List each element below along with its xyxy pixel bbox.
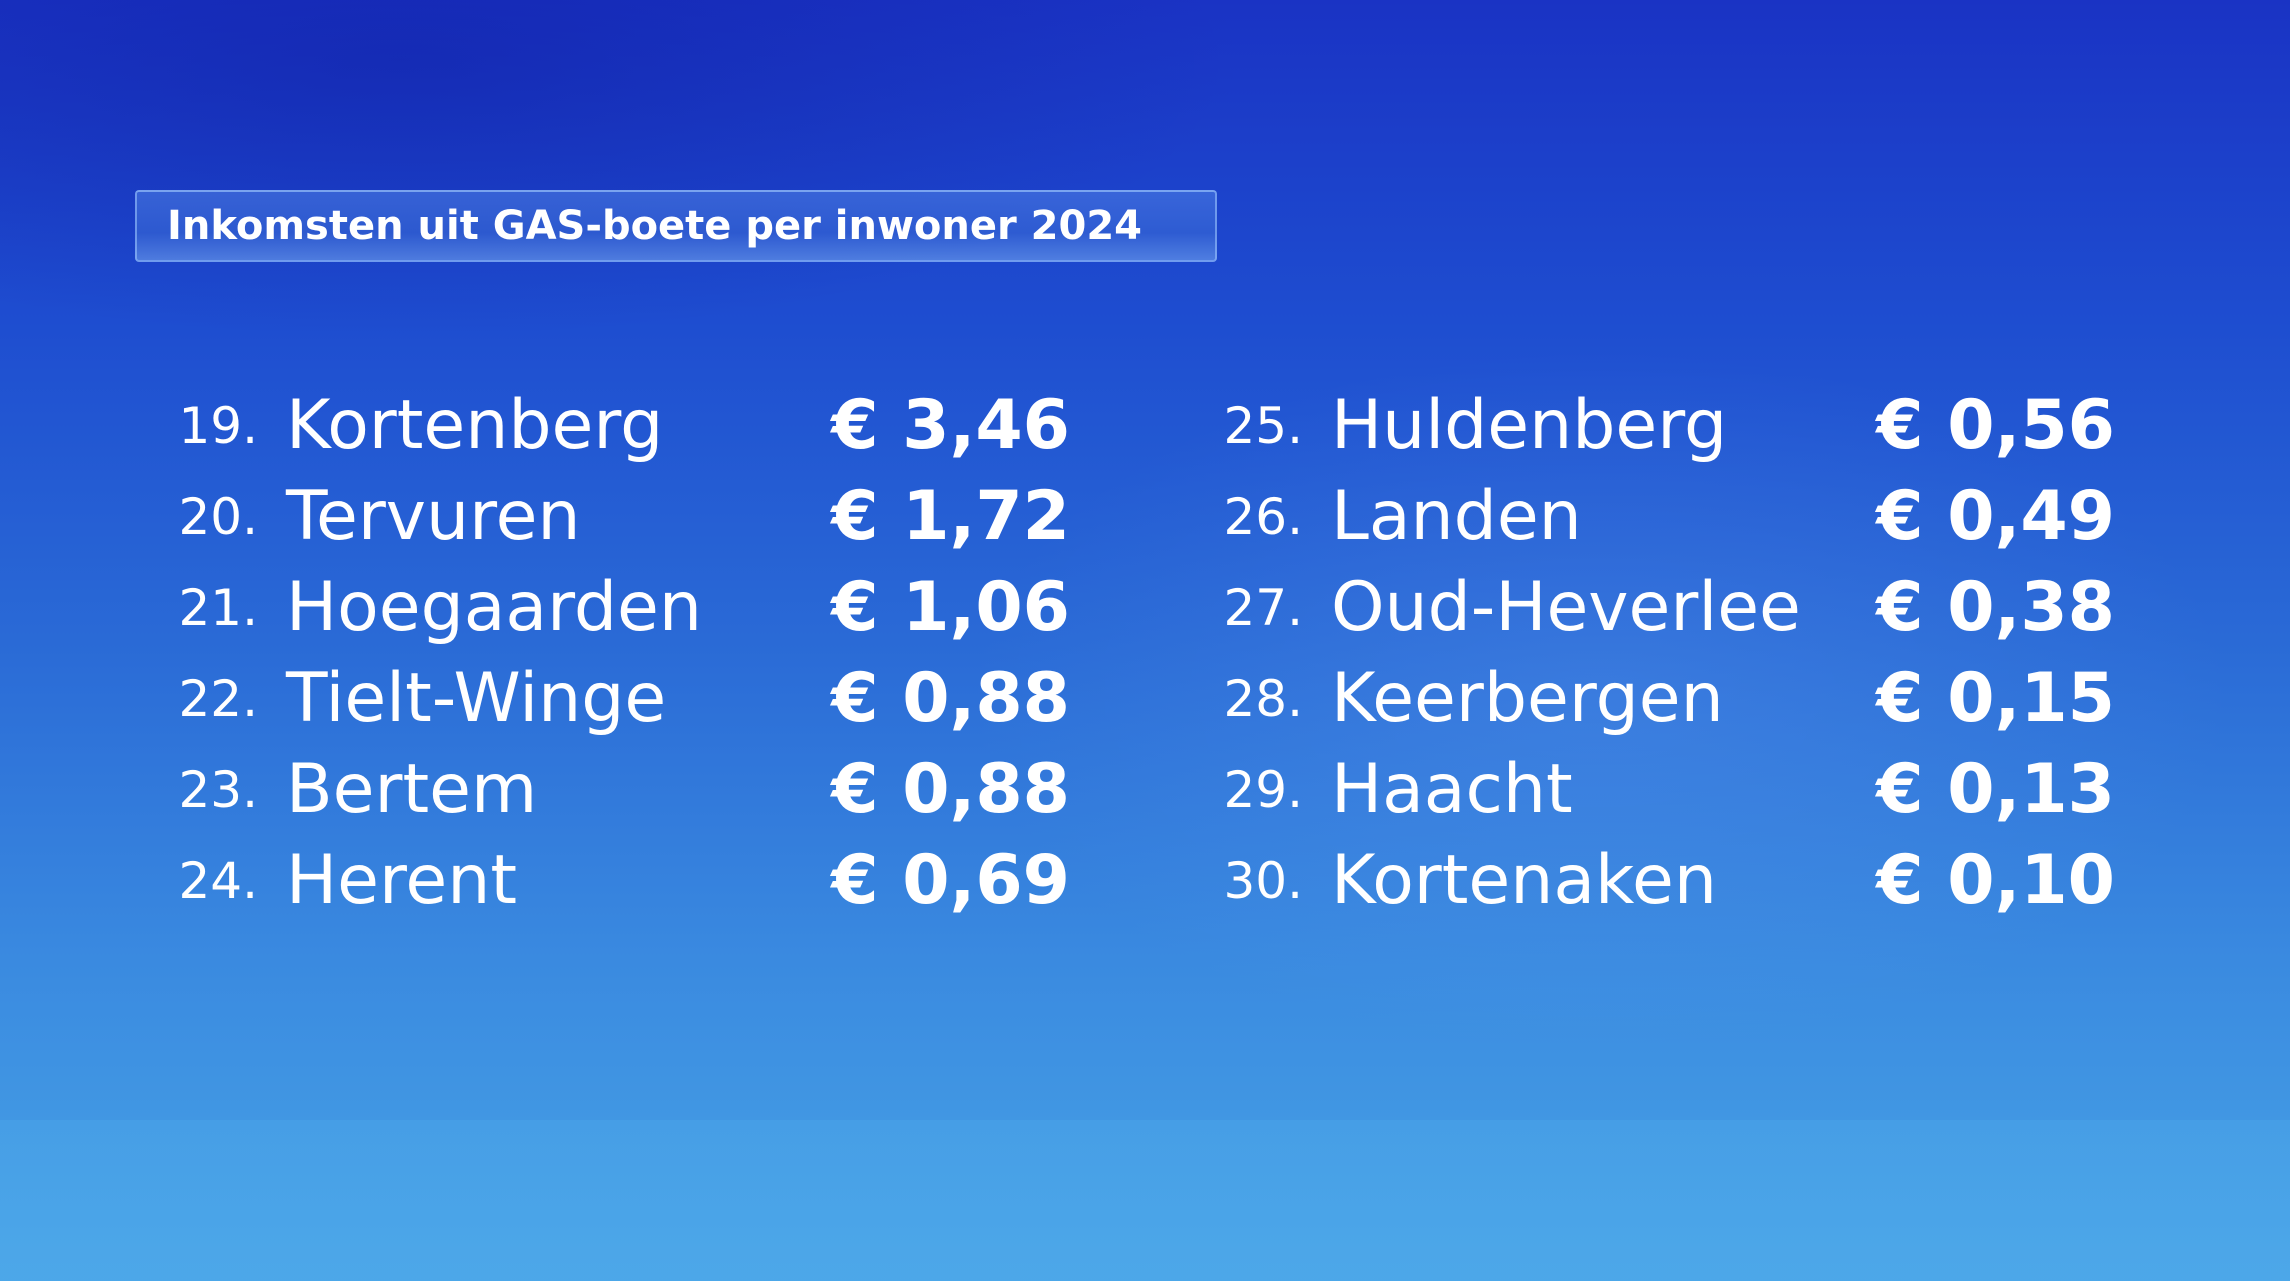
ranking-row: 19. Kortenberg € 3,46 — [150, 380, 1070, 471]
municipality-name: Haacht — [1331, 750, 1573, 829]
ranking-row: 23. Bertem € 0,88 — [150, 744, 1070, 835]
ranking-column-right: 25. Huldenberg € 0,56 26. Landen € 0,49 … — [1195, 380, 2115, 926]
amount-value: € 0,15 — [1876, 659, 2115, 738]
amount-value: € 0,13 — [1876, 750, 2115, 829]
municipality-name: Bertem — [286, 750, 538, 829]
rank-number: 21. — [178, 578, 258, 637]
rank-number: 24. — [178, 851, 258, 910]
municipality-name: Kortenaken — [1331, 841, 1717, 920]
rank-number: 26. — [1223, 487, 1303, 546]
amount-value: € 1,06 — [831, 568, 1070, 647]
ranking-row: 25. Huldenberg € 0,56 — [1195, 380, 2115, 471]
amount-value: € 1,72 — [831, 477, 1070, 556]
ranking-row: 29. Haacht € 0,13 — [1195, 744, 2115, 835]
municipality-name: Herent — [286, 841, 518, 920]
rank-number: 29. — [1223, 760, 1303, 819]
rank-number: 23. — [178, 760, 258, 819]
municipality-name: Tielt-Winge — [286, 659, 667, 738]
rank-number: 22. — [178, 669, 258, 728]
amount-value: € 0,88 — [831, 750, 1070, 829]
rank-number: 25. — [1223, 396, 1303, 455]
amount-value: € 0,10 — [1876, 841, 2115, 920]
municipality-name: Oud-Heverlee — [1331, 568, 1801, 647]
ranking-row: 22. Tielt-Winge € 0,88 — [150, 653, 1070, 744]
ranking-row: 21. Hoegaarden € 1,06 — [150, 562, 1070, 653]
rank-number: 27. — [1223, 578, 1303, 637]
title-text: Inkomsten uit GAS-boete per inwoner 2024 — [167, 203, 1142, 249]
rank-number: 19. — [178, 396, 258, 455]
ranking-row: 28. Keerbergen € 0,15 — [1195, 653, 2115, 744]
municipality-name: Kortenberg — [286, 386, 664, 465]
ranking-row: 30. Kortenaken € 0,10 — [1195, 835, 2115, 926]
rank-number: 30. — [1223, 851, 1303, 910]
municipality-name: Tervuren — [286, 477, 581, 556]
amount-value: € 0,88 — [831, 659, 1070, 738]
municipality-name: Keerbergen — [1331, 659, 1724, 738]
municipality-name: Landen — [1331, 477, 1582, 556]
amount-value: € 0,69 — [831, 841, 1070, 920]
amount-value: € 3,46 — [831, 386, 1070, 465]
ranking-row: 27. Oud-Heverlee € 0,38 — [1195, 562, 2115, 653]
amount-value: € 0,49 — [1876, 477, 2115, 556]
title-banner: Inkomsten uit GAS-boete per inwoner 2024 — [135, 190, 1217, 262]
rank-number: 28. — [1223, 669, 1303, 728]
ranking-column-left: 19. Kortenberg € 3,46 20. Tervuren € 1,7… — [150, 380, 1070, 926]
background-bottom-band — [0, 1120, 2290, 1281]
municipality-name: Hoegaarden — [286, 568, 702, 647]
ranking-row: 24. Herent € 0,69 — [150, 835, 1070, 926]
ranking-row: 26. Landen € 0,49 — [1195, 471, 2115, 562]
ranking-row: 20. Tervuren € 1,72 — [150, 471, 1070, 562]
municipality-name: Huldenberg — [1331, 386, 1728, 465]
amount-value: € 0,38 — [1876, 568, 2115, 647]
rank-number: 20. — [178, 487, 258, 546]
amount-value: € 0,56 — [1876, 386, 2115, 465]
